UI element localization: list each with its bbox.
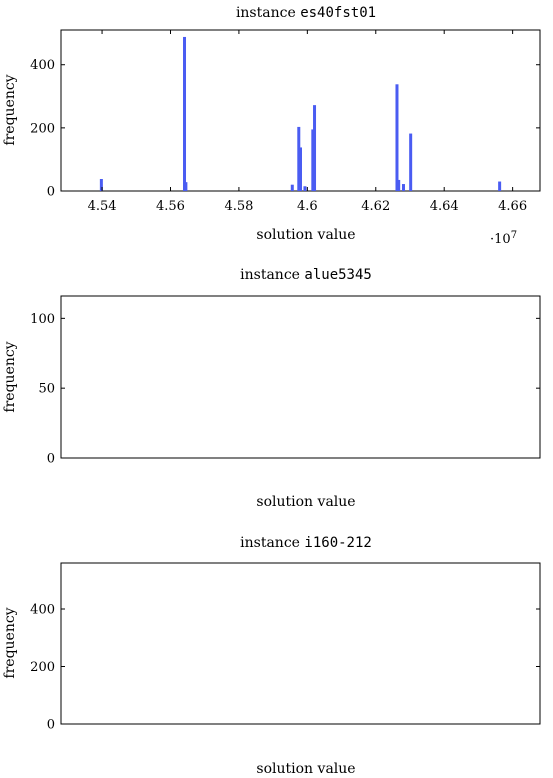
- y-tick-label: 0: [47, 718, 55, 733]
- bar-group: [99, 36, 502, 192]
- bar: [290, 184, 294, 191]
- y-tick-label: 400: [30, 58, 55, 73]
- x-tick-label: 4.66: [498, 199, 527, 214]
- bar: [409, 133, 413, 191]
- x-tick-label: 4.62: [361, 199, 390, 214]
- tick-group: 3,6003,6203,6403,6603,6803,700050100: [30, 312, 540, 467]
- y-tick-label: 200: [30, 121, 55, 136]
- chart-title: instance alue5345: [240, 267, 372, 283]
- bar: [397, 179, 401, 191]
- panel-es40fst01: instance es40fst01 4.54 4.56 4.58 4.6 4.62 4.…: [2, 5, 541, 247]
- tick-group: 4.54 4.56 4.58 4.6 4.62 4.64 4.66 0 200 400: [30, 30, 540, 214]
- bar: [297, 126, 301, 191]
- y-tick-label: 400: [30, 603, 55, 618]
- chart-title: instance i160-212: [240, 535, 372, 551]
- plot-frame: [60, 562, 541, 725]
- bar: [184, 182, 188, 191]
- panel-alue5345: instance alue5345 3,6003,6203,6403,6603,…: [2, 267, 541, 510]
- x-tick-label: 4.64: [430, 199, 459, 214]
- x-tick-label: 4.6: [297, 199, 318, 214]
- axis-multiplier: ·107: [490, 230, 517, 247]
- bar: [313, 105, 317, 191]
- x-axis-label: solution value: [256, 227, 355, 243]
- bar: [183, 36, 187, 192]
- x-tick-label: 4.56: [156, 199, 185, 214]
- y-tick-label: 50: [38, 382, 55, 397]
- bar: [395, 84, 399, 191]
- y-axis-label: frequency: [2, 74, 18, 145]
- x-axis-label: solution value: [256, 761, 355, 777]
- y-axis-label: frequency: [2, 341, 18, 412]
- x-tick-label: 4.58: [224, 199, 253, 214]
- tick-group: 5,9006,0006,1006,2006,3006,4000200400: [30, 603, 540, 733]
- x-tick-label: 4.54: [88, 199, 117, 214]
- bar: [311, 129, 315, 191]
- y-axis-label: frequency: [2, 607, 18, 678]
- bar: [299, 147, 302, 191]
- x-axis-label: solution value: [256, 494, 355, 510]
- bar: [401, 184, 405, 191]
- y-tick-label: 0: [47, 452, 55, 467]
- bar: [498, 181, 502, 191]
- plot-frame: [60, 295, 541, 459]
- bar: [303, 186, 307, 191]
- y-tick-label: 200: [30, 660, 55, 675]
- bar: [99, 179, 103, 191]
- panel-i160-212: instance i160-212 5,9006,0006,1006,2006,…: [2, 535, 541, 777]
- chart-title: instance es40fst01: [236, 5, 376, 21]
- y-tick-label: 0: [47, 185, 55, 200]
- y-tick-label: 100: [30, 312, 55, 327]
